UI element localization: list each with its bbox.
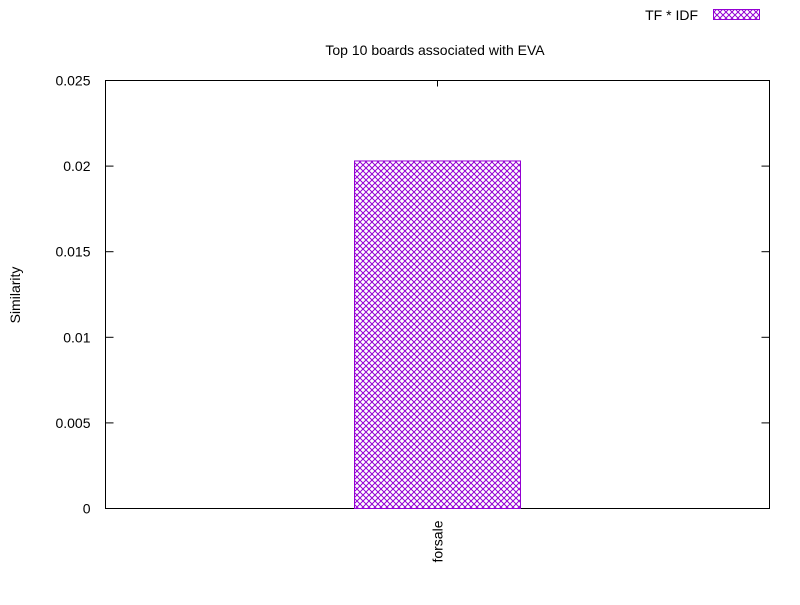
y-tick-label: 0.02 <box>63 158 90 174</box>
y-axis-ticks: 0 0.005 0.01 0.015 0.02 0.025 <box>55 73 770 517</box>
y-tick-label: 0.015 <box>55 244 90 260</box>
bar-forsale <box>354 160 521 510</box>
legend-label: TF * IDF <box>645 7 698 23</box>
bar-series <box>354 160 521 510</box>
chart-title: Top 10 boards associated with EVA <box>325 42 545 58</box>
x-tick-label: forsale <box>430 520 446 562</box>
x-axis-ticks: forsale <box>430 80 446 563</box>
legend-swatch <box>713 9 760 20</box>
legend: TF * IDF <box>645 7 760 23</box>
y-axis-label: Similarity <box>7 267 23 324</box>
y-tick-label: 0.025 <box>55 73 90 89</box>
y-tick-label: 0.005 <box>55 415 90 431</box>
y-tick-label: 0 <box>83 501 91 517</box>
y-tick-label: 0.01 <box>63 329 90 345</box>
